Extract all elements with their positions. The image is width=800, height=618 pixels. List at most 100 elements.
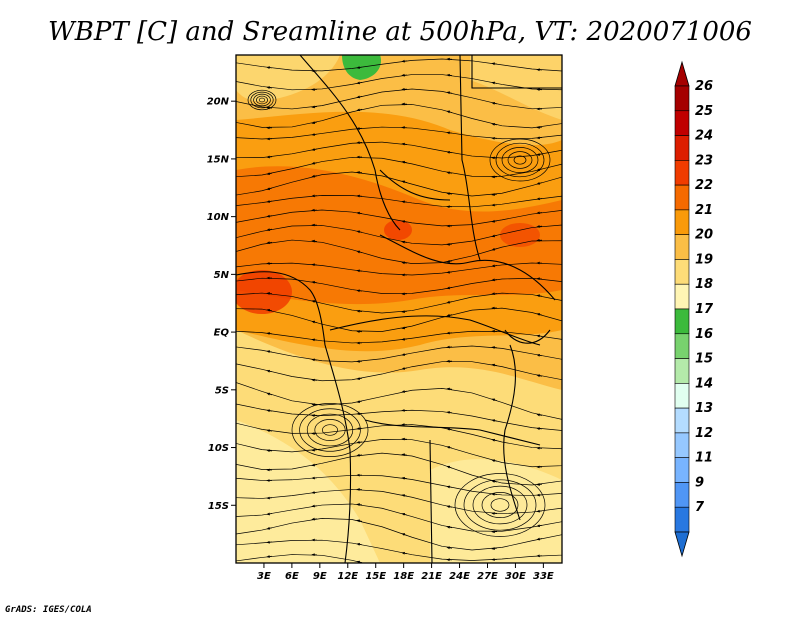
streamline-arrow — [401, 240, 408, 244]
colorbar-swatch — [674, 135, 690, 161]
vortex-streamline — [489, 138, 551, 182]
streamline-arrow — [311, 358, 318, 362]
colorbar-label: 19 — [695, 252, 713, 267]
streamline-arrow — [491, 398, 498, 402]
streamline-arrow — [311, 121, 318, 124]
streamline-arrow — [446, 150, 453, 154]
lat-tick-label: 10S — [208, 443, 229, 454]
streamline-arrow — [311, 504, 318, 508]
colorbar-swatch — [674, 407, 690, 434]
streamline-arrow — [311, 320, 318, 324]
streamline-arrow — [356, 377, 363, 380]
streamline-arrow — [491, 459, 498, 463]
streamline-arrow — [446, 411, 453, 414]
vortex-streamline — [481, 492, 519, 518]
streamline-arrow — [356, 108, 363, 112]
streamline-arrow — [401, 533, 408, 536]
streamline — [236, 126, 562, 140]
streamline — [236, 156, 562, 178]
streamline-arrow — [491, 547, 498, 550]
streamline-arrow — [446, 313, 453, 317]
lat-tick-label: 5S — [215, 385, 229, 396]
streamline-arrow — [536, 197, 543, 201]
streamline-arrow — [401, 494, 408, 497]
streamline-arrow — [446, 110, 453, 114]
streamline-arrow — [491, 480, 498, 483]
lon-tick-label: 6E — [285, 571, 299, 582]
lat-tick-label: 5N — [214, 270, 230, 281]
streamline-arrow — [491, 438, 498, 442]
vortex-streamline — [490, 498, 510, 512]
streamline-arrow — [446, 485, 453, 489]
vortex-streamline — [247, 89, 277, 111]
streamline-arrow — [266, 228, 273, 231]
border-line-7 — [429, 439, 433, 563]
vortex-streamline — [507, 151, 533, 169]
streamline-arrow — [536, 353, 543, 357]
streamline-arrow — [491, 219, 498, 223]
vortex-streamline — [454, 473, 546, 537]
streamline — [236, 224, 562, 246]
colorbar-label: 17 — [695, 302, 714, 317]
streamline — [236, 292, 562, 314]
streamline-arrow — [446, 91, 453, 95]
lon-tick-label: 27E — [477, 571, 498, 582]
streamline — [236, 104, 562, 129]
border-line-5 — [329, 315, 541, 346]
streamline-arrow — [536, 313, 543, 316]
streamline-arrow — [311, 491, 318, 494]
streamline-arrow — [356, 400, 363, 403]
colorbar-label: 9 — [695, 475, 704, 490]
colorbar-swatch — [674, 358, 690, 384]
streamline — [236, 518, 562, 551]
lon-tick-label: 3E — [257, 571, 271, 582]
streamline-arrow — [491, 363, 498, 367]
colorbar-swatch — [674, 234, 690, 260]
streamline-arrow — [491, 101, 498, 105]
streamline-arrow — [266, 214, 273, 218]
streamline — [236, 345, 562, 363]
streamline-arrow — [446, 286, 453, 290]
colorbar-label: 23 — [695, 153, 713, 168]
streamline-arrow — [536, 334, 543, 338]
streamline — [236, 330, 562, 344]
streamline-arrow — [311, 105, 318, 109]
streamline-arrow — [446, 427, 453, 431]
streamline-arrow — [401, 180, 408, 184]
streamline-arrow — [491, 234, 498, 238]
streamline — [236, 239, 562, 264]
streamline-arrow — [446, 465, 453, 469]
grads-credit: GrADS: IGES/COLA — [5, 605, 92, 615]
colorbar-swatch — [674, 110, 690, 136]
vortex-streamline — [513, 155, 527, 165]
streamline-arrow — [356, 269, 363, 273]
streamline-arrow — [401, 310, 408, 313]
streamline-arrow — [266, 409, 273, 413]
colorbar-label: 21 — [695, 203, 713, 218]
colorbar-label: 20 — [695, 228, 713, 243]
colorbar-label: 18 — [695, 277, 713, 292]
streamline-arrow — [401, 367, 408, 370]
colorbar: 26 25 24 23 22 21 20 19 18 17 16 15 14 13 12 11 9 7 — [674, 60, 714, 558]
streamline — [236, 209, 562, 227]
lon-tick-label: 24E — [449, 571, 470, 582]
streamline-arrow — [401, 220, 408, 224]
streamline-arrow — [491, 81, 498, 85]
streamline-arrow — [266, 350, 273, 354]
streamline-arrow — [266, 308, 273, 312]
lat-tick-label: 15S — [208, 501, 229, 512]
colorbar-label: 16 — [695, 327, 713, 342]
streamline-arrow — [401, 261, 408, 265]
streamline-arrow — [491, 247, 498, 251]
streamline-arrow — [356, 453, 363, 457]
lon-tick-label: 15E — [365, 571, 386, 582]
streamline-arrow — [446, 171, 453, 175]
streamline-arrow — [446, 546, 453, 550]
colorbar-label: 14 — [695, 376, 713, 391]
streamline — [236, 74, 562, 91]
streamline — [236, 307, 562, 332]
colorbar-swatch — [674, 383, 690, 409]
colorbar-over-triangle — [674, 60, 690, 87]
streamline-arrow — [491, 264, 498, 268]
colorbar-swatch — [674, 333, 690, 359]
